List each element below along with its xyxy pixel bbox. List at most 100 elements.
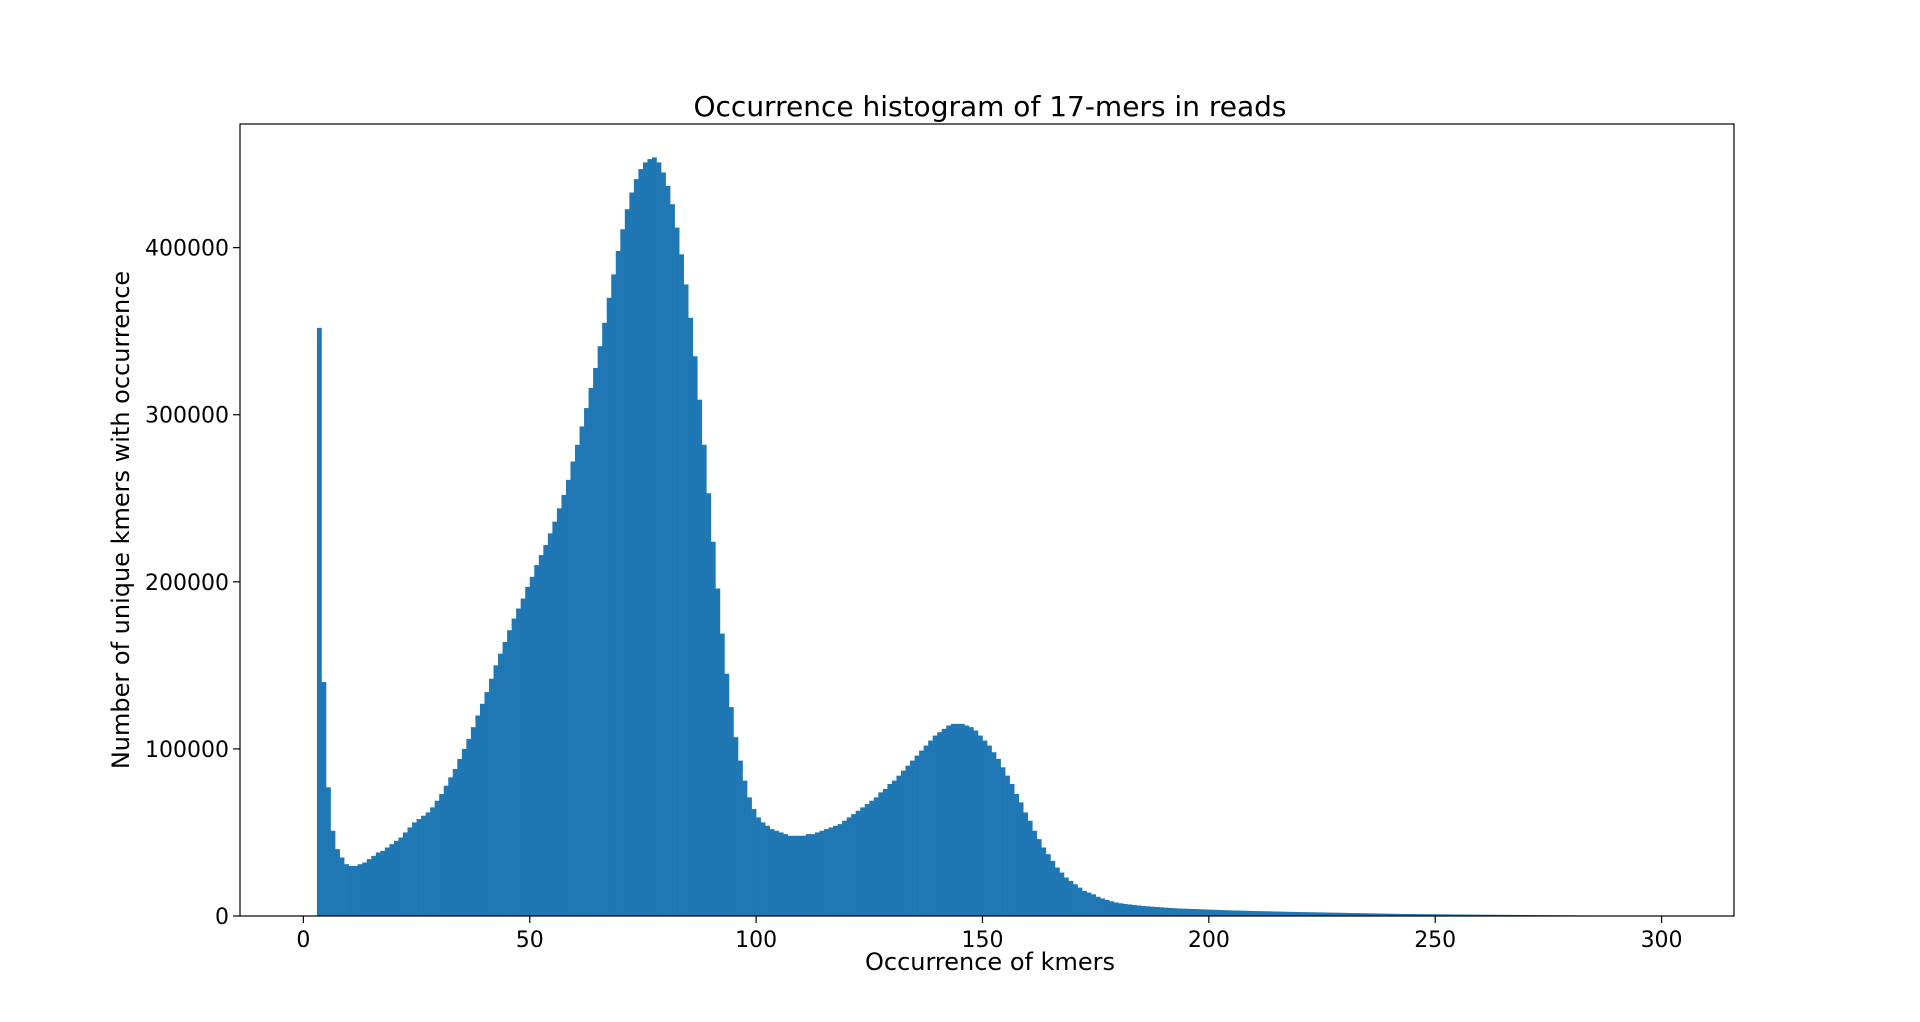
histogram-bar [1095,896,1101,916]
histogram-bar [1453,914,1459,916]
histogram-bar [805,834,811,916]
histogram-bar [1077,887,1083,916]
histogram-bar [928,740,933,916]
histogram-bar [1276,911,1282,916]
x-tick-label: 0 [296,928,310,953]
histogram-bar [783,834,789,916]
histogram-bar [1430,914,1436,916]
histogram-bar [1294,911,1300,916]
histogram-bar [851,814,857,916]
x-axis-ticks: 0 50 100 150 200 250 300 [296,916,1683,953]
x-tick-label: 100 [735,928,777,953]
histogram-bar [1435,914,1441,916]
histogram-bar [1340,912,1345,916]
histogram-bar [1312,912,1318,916]
histogram-bar [380,850,386,916]
histogram-bar [615,250,621,917]
y-tick-label: 300000 [145,404,229,429]
histogram-bar [1195,909,1201,916]
histogram-bar [869,800,875,916]
histogram-bar [824,829,829,916]
histogram-bar [1163,907,1169,916]
histogram-bar [873,797,879,916]
x-tick-label: 50 [516,928,544,953]
histogram-bar [1172,908,1178,916]
histogram-bar [996,758,1001,916]
histogram-bar [326,787,331,916]
histogram-bar [538,555,544,916]
histogram-bar [656,162,662,917]
histogram-bar [679,254,684,917]
histogram-bar [1462,914,1468,916]
histogram-bar [597,346,603,916]
histogram-bar [1041,847,1047,916]
histogram-bar [814,832,820,916]
histogram-bar [688,317,694,917]
histogram-bar [452,768,458,916]
histogram-bar [683,284,689,917]
histogram-bar [389,844,395,916]
histogram-bar [520,598,526,916]
histogram-bar [1267,911,1273,916]
histogram-bar [724,673,730,916]
histogram-bar [1240,910,1246,916]
histogram-bar [1059,872,1065,916]
histogram-bar [670,204,675,917]
histogram-bar [1159,907,1164,916]
x-axis-label: Occurrence of kmers [865,948,1115,976]
histogram-bar [1376,913,1382,916]
histogram-bar [1222,910,1228,916]
histogram-bar [316,327,322,916]
y-tick-label: 400000 [145,237,229,262]
histogram-bar [425,812,431,916]
histogram-bar [765,825,770,916]
histogram-bar [914,755,920,916]
histogram-bar [584,408,589,916]
histogram-bar [1168,907,1173,916]
histogram-bar [756,817,761,916]
histogram-bar [1217,909,1223,916]
histogram-bar [1389,913,1395,916]
histogram-bar [602,322,608,916]
histogram-bar [946,725,952,916]
histogram-bar [466,738,472,916]
histogram-bar [1466,914,1472,916]
histogram-bar [706,493,712,916]
histogram-bar [1439,914,1445,916]
y-axis-ticks: 0 100000 200000 300000 400000 [145,237,240,930]
histogram-bar [1009,784,1015,916]
histogram-bar [561,494,567,916]
histogram-bar [1421,914,1427,916]
histogram-bar [624,209,630,916]
histogram-bar [1285,911,1291,916]
histogram-bar [878,792,884,916]
histogram-bar [588,388,594,916]
histogram-bar [375,852,381,916]
histogram-bar [353,865,359,916]
histogram-bar [828,827,834,916]
histogram-bar [1199,909,1205,916]
x-tick-label: 250 [1414,928,1456,953]
histogram-bar [556,508,562,916]
histogram-bar [611,274,617,916]
histogram-bar [434,800,440,916]
histogram-bar [932,735,938,916]
histogram-bar [534,565,540,916]
histogram-bar [493,665,499,916]
histogram-bar [1118,903,1124,916]
histogram-bar [1073,884,1078,916]
y-axis-label: Number of unique kmers with occurrence [107,271,135,769]
histogram-bar [1457,914,1463,916]
histogram-bar [407,827,413,916]
histogram-bar [661,172,666,917]
histogram-bar [448,777,454,916]
histogram-bar [674,227,680,916]
histogram-bar [715,588,721,916]
histogram-bar [443,785,449,916]
histogram-bar [339,857,345,916]
histogram-bar [1485,914,1490,916]
histogram-bar [1208,909,1214,916]
histogram-bar [937,732,943,916]
histogram-bar [733,737,739,916]
histogram-bar [900,770,906,916]
